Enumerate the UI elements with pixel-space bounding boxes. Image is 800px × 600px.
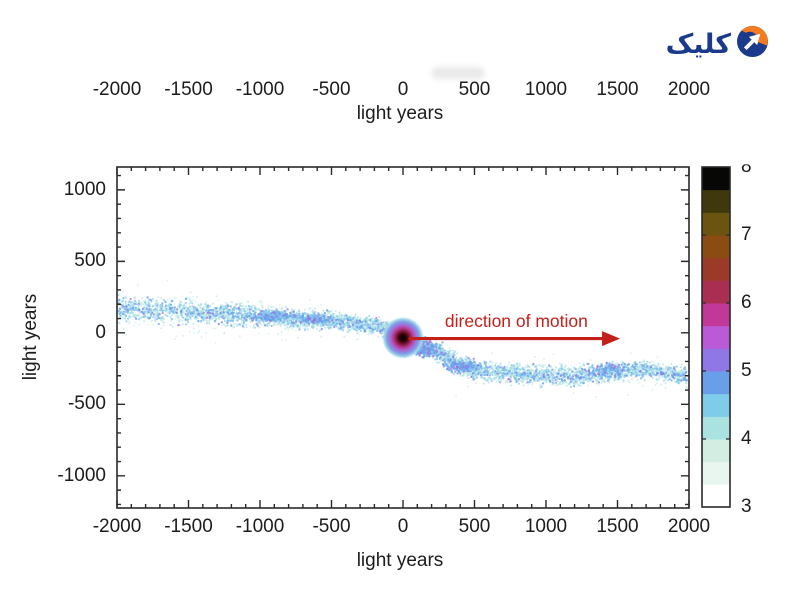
site-logo[interactable]: کلیک [666, 26, 768, 62]
colorbar-tick: 5 [741, 360, 752, 381]
x-axis-tick: -1000 [235, 516, 285, 537]
x-axis-tick: 0 [397, 516, 409, 537]
colorbar-tick: 4 [741, 428, 752, 449]
logo-cursor-icon [737, 26, 768, 62]
y-axis-tick: 0 [95, 321, 106, 343]
x-axis-tick: 1000 [524, 516, 568, 537]
colorbar-tick: 6 [741, 292, 752, 313]
crop-artifact-smudge [432, 67, 484, 79]
x-axis-tick: 1500 [596, 516, 639, 537]
x-axis-tick: 500 [458, 516, 491, 537]
y-axis-title: light years [20, 293, 41, 381]
top-axis-tick: -2000 [92, 79, 142, 100]
top-axis-tick: 2000 [667, 79, 711, 100]
top-axis-tick: -1500 [164, 79, 213, 100]
x-axis-tick: 2000 [667, 516, 711, 537]
x-axis-title: light years [356, 550, 444, 571]
x-axis-tick: -1500 [164, 516, 213, 537]
y-axis-tick: 1000 [63, 178, 106, 200]
colorbar-tick: 7 [741, 224, 752, 245]
top-axis-title: light years [356, 103, 444, 124]
y-axis-tick: -1000 [57, 464, 106, 486]
x-axis-tick: -2000 [92, 516, 142, 537]
logo-wordmark: کلیک [665, 28, 731, 60]
top-axis-tick: 1500 [596, 79, 639, 100]
top-axis-tick: 0 [397, 79, 409, 100]
top-axis-tick: -1000 [235, 79, 285, 100]
direction-of-motion-label: direction of motion [444, 310, 588, 331]
colorbar-tick: 3 [741, 496, 752, 517]
top-axis-tick: 1000 [524, 79, 568, 100]
y-axis-tick: 500 [74, 250, 106, 272]
top-axis-tick: -500 [312, 79, 351, 100]
x-axis-tick: -500 [312, 516, 351, 537]
top-axis-tick: 500 [458, 79, 491, 100]
y-axis-tick: -500 [67, 393, 106, 415]
colorbar-tick: 8 [741, 156, 752, 177]
